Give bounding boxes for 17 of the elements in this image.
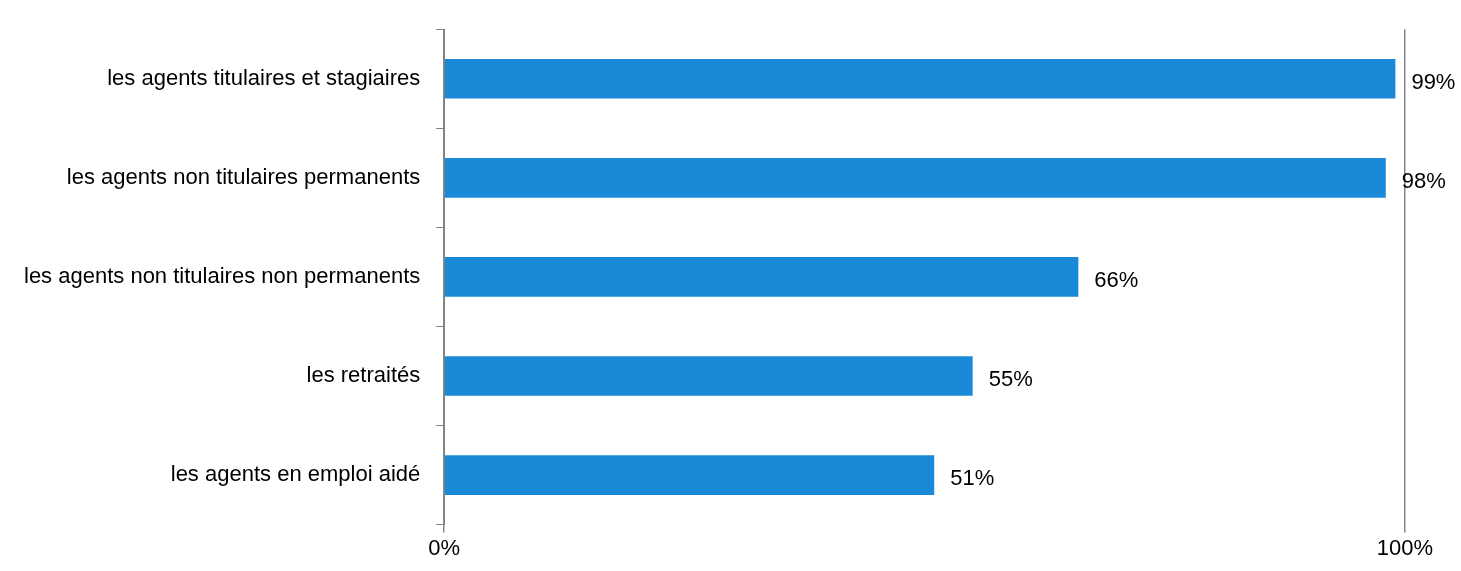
bar [445,58,1396,99]
data-label: 51% [950,465,995,491]
data-label: 66% [1094,266,1139,292]
bar [445,356,973,396]
y-tick-label: les retraités [306,362,421,388]
y-tick-label: les agents non titulaires permanents [66,163,421,189]
y-tick-label: les agents titulaires et stagiaires [107,64,421,90]
x-tick-label: 100% [1376,534,1434,560]
y-tick-label: les agents non titulaires non permanents [24,262,421,288]
data-label: 98% [1401,167,1446,193]
bar [445,257,1079,297]
data-label: 99% [1411,68,1456,94]
data-label: 55% [988,366,1033,392]
bar [445,158,1386,198]
bar [445,455,935,495]
y-tick-label: les agents en emploi aidé [170,461,421,487]
x-tick-label: 0% [428,534,461,560]
